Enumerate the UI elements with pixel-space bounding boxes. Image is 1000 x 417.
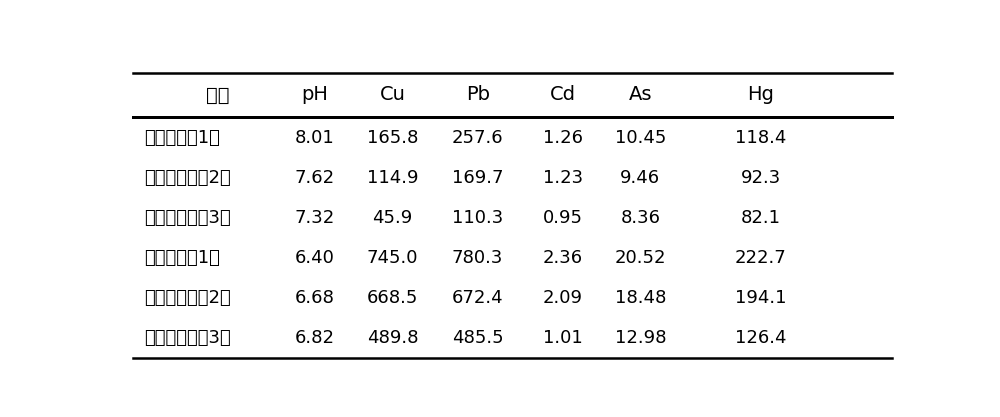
- Text: 6.40: 6.40: [295, 249, 335, 267]
- Text: 165.8: 165.8: [367, 128, 418, 146]
- Text: 485.5: 485.5: [452, 329, 503, 347]
- Text: 2.09: 2.09: [543, 289, 583, 307]
- Text: 土壤调理剂（3）: 土壤调理剂（3）: [144, 209, 231, 227]
- Text: 18.48: 18.48: [615, 289, 666, 307]
- Text: Cd: Cd: [550, 85, 576, 105]
- Text: 徐州土壤（1）: 徐州土壤（1）: [144, 128, 220, 146]
- Text: pH: pH: [301, 85, 328, 105]
- Text: 6.82: 6.82: [295, 329, 335, 347]
- Text: 110.3: 110.3: [452, 209, 503, 227]
- Text: 194.1: 194.1: [735, 289, 786, 307]
- Text: 126.4: 126.4: [735, 329, 786, 347]
- Text: 1.23: 1.23: [543, 168, 583, 187]
- Text: 10.45: 10.45: [615, 128, 666, 146]
- Text: 生物有机肆（2）: 生物有机肆（2）: [144, 289, 231, 307]
- Text: 672.4: 672.4: [452, 289, 503, 307]
- Text: 宜兴土壤（1）: 宜兴土壤（1）: [144, 249, 220, 267]
- Text: 7.62: 7.62: [295, 168, 335, 187]
- Text: 222.7: 222.7: [735, 249, 786, 267]
- Text: 9.46: 9.46: [620, 168, 660, 187]
- Text: Hg: Hg: [747, 85, 774, 105]
- Text: 489.8: 489.8: [367, 329, 418, 347]
- Text: 668.5: 668.5: [367, 289, 418, 307]
- Text: Pb: Pb: [466, 85, 490, 105]
- Text: 2.36: 2.36: [543, 249, 583, 267]
- Text: 82.1: 82.1: [740, 209, 780, 227]
- Text: 8.36: 8.36: [620, 209, 660, 227]
- Text: 8.01: 8.01: [295, 128, 335, 146]
- Text: 114.9: 114.9: [367, 168, 418, 187]
- Text: As: As: [629, 85, 652, 105]
- Text: 1.26: 1.26: [543, 128, 583, 146]
- Text: 0.95: 0.95: [543, 209, 583, 227]
- Text: 257.6: 257.6: [452, 128, 503, 146]
- Text: 745.0: 745.0: [367, 249, 418, 267]
- Text: 7.32: 7.32: [295, 209, 335, 227]
- Text: 169.7: 169.7: [452, 168, 503, 187]
- Text: 92.3: 92.3: [740, 168, 781, 187]
- Text: 780.3: 780.3: [452, 249, 503, 267]
- Text: 45.9: 45.9: [372, 209, 413, 227]
- Text: 土壤调理剂（3）: 土壤调理剂（3）: [144, 329, 231, 347]
- Text: 20.52: 20.52: [615, 249, 666, 267]
- Text: Cu: Cu: [379, 85, 405, 105]
- Text: 12.98: 12.98: [615, 329, 666, 347]
- Text: 处理: 处理: [206, 85, 230, 105]
- Text: 生物有机肆（2）: 生物有机肆（2）: [144, 168, 231, 187]
- Text: 6.68: 6.68: [295, 289, 335, 307]
- Text: 1.01: 1.01: [543, 329, 583, 347]
- Text: 118.4: 118.4: [735, 128, 786, 146]
